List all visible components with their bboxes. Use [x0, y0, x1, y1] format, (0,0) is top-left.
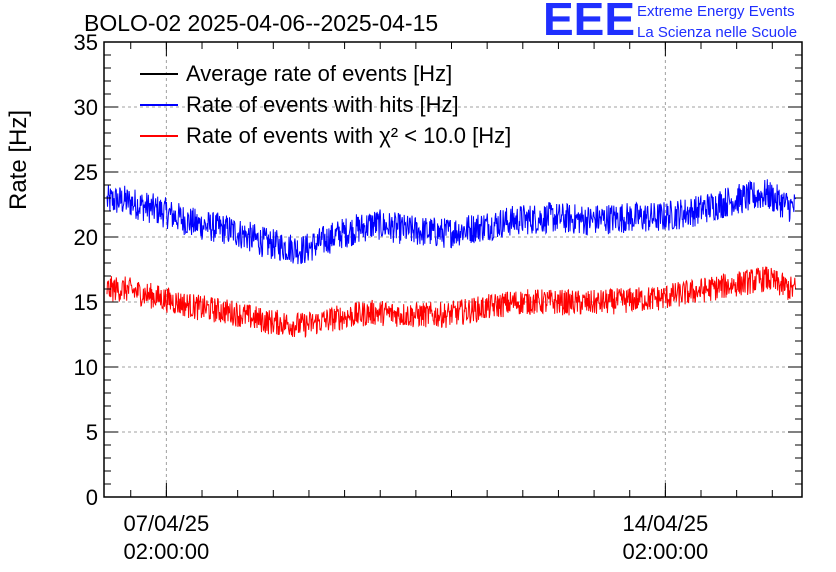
legend-swatch-average	[140, 72, 178, 75]
logo-line-1: Extreme Energy Events	[637, 3, 795, 20]
y-tick-label: 10	[74, 355, 98, 380]
series-layer	[106, 179, 797, 338]
y-tick-label: 25	[74, 160, 98, 185]
y-axis-label-box: Rate [Hz]	[4, 60, 34, 260]
legend-label-chi2: Rate of events with χ² < 10.0 [Hz]	[186, 122, 512, 148]
axes: 0 5 10 15 20 25 30 35	[74, 30, 803, 510]
y-tick-label: 35	[74, 30, 98, 55]
legend-label-hits: Rate of events with hits [Hz]	[186, 91, 459, 117]
logo-line-2: La Scienza nelle Scuole	[637, 24, 798, 41]
y-tick-label: 0	[86, 485, 98, 510]
series-line-2	[106, 266, 797, 338]
legend: Average rate of events [Hz] Rate of even…	[140, 58, 511, 151]
y-tick-label: 30	[74, 95, 98, 120]
legend-item-hits: Rate of events with hits [Hz]	[140, 89, 511, 120]
eee-logo: EEE	[543, 0, 636, 45]
legend-label-average: Average rate of events [Hz]	[186, 60, 453, 86]
y-axis-label: Rate [Hz]	[5, 109, 32, 211]
plot-frame	[103, 41, 803, 498]
legend-swatch-chi2	[140, 134, 178, 137]
x-tick-label: 07/04/25 02:00:00	[123, 511, 210, 564]
y-tick-label: 5	[86, 420, 98, 445]
x-tick-label: 14/04/25 02:00:00	[622, 511, 709, 564]
series-line-1	[106, 179, 796, 265]
y-tick-label: 20	[74, 225, 98, 250]
legend-swatch-hits	[140, 103, 178, 106]
legend-item-chi2: Rate of events with χ² < 10.0 [Hz]	[140, 120, 511, 151]
legend-item-average: Average rate of events [Hz]	[140, 58, 511, 89]
y-tick-label: 15	[74, 290, 98, 315]
chart-title: BOLO-02 2025-04-06--2025-04-15	[84, 10, 439, 36]
